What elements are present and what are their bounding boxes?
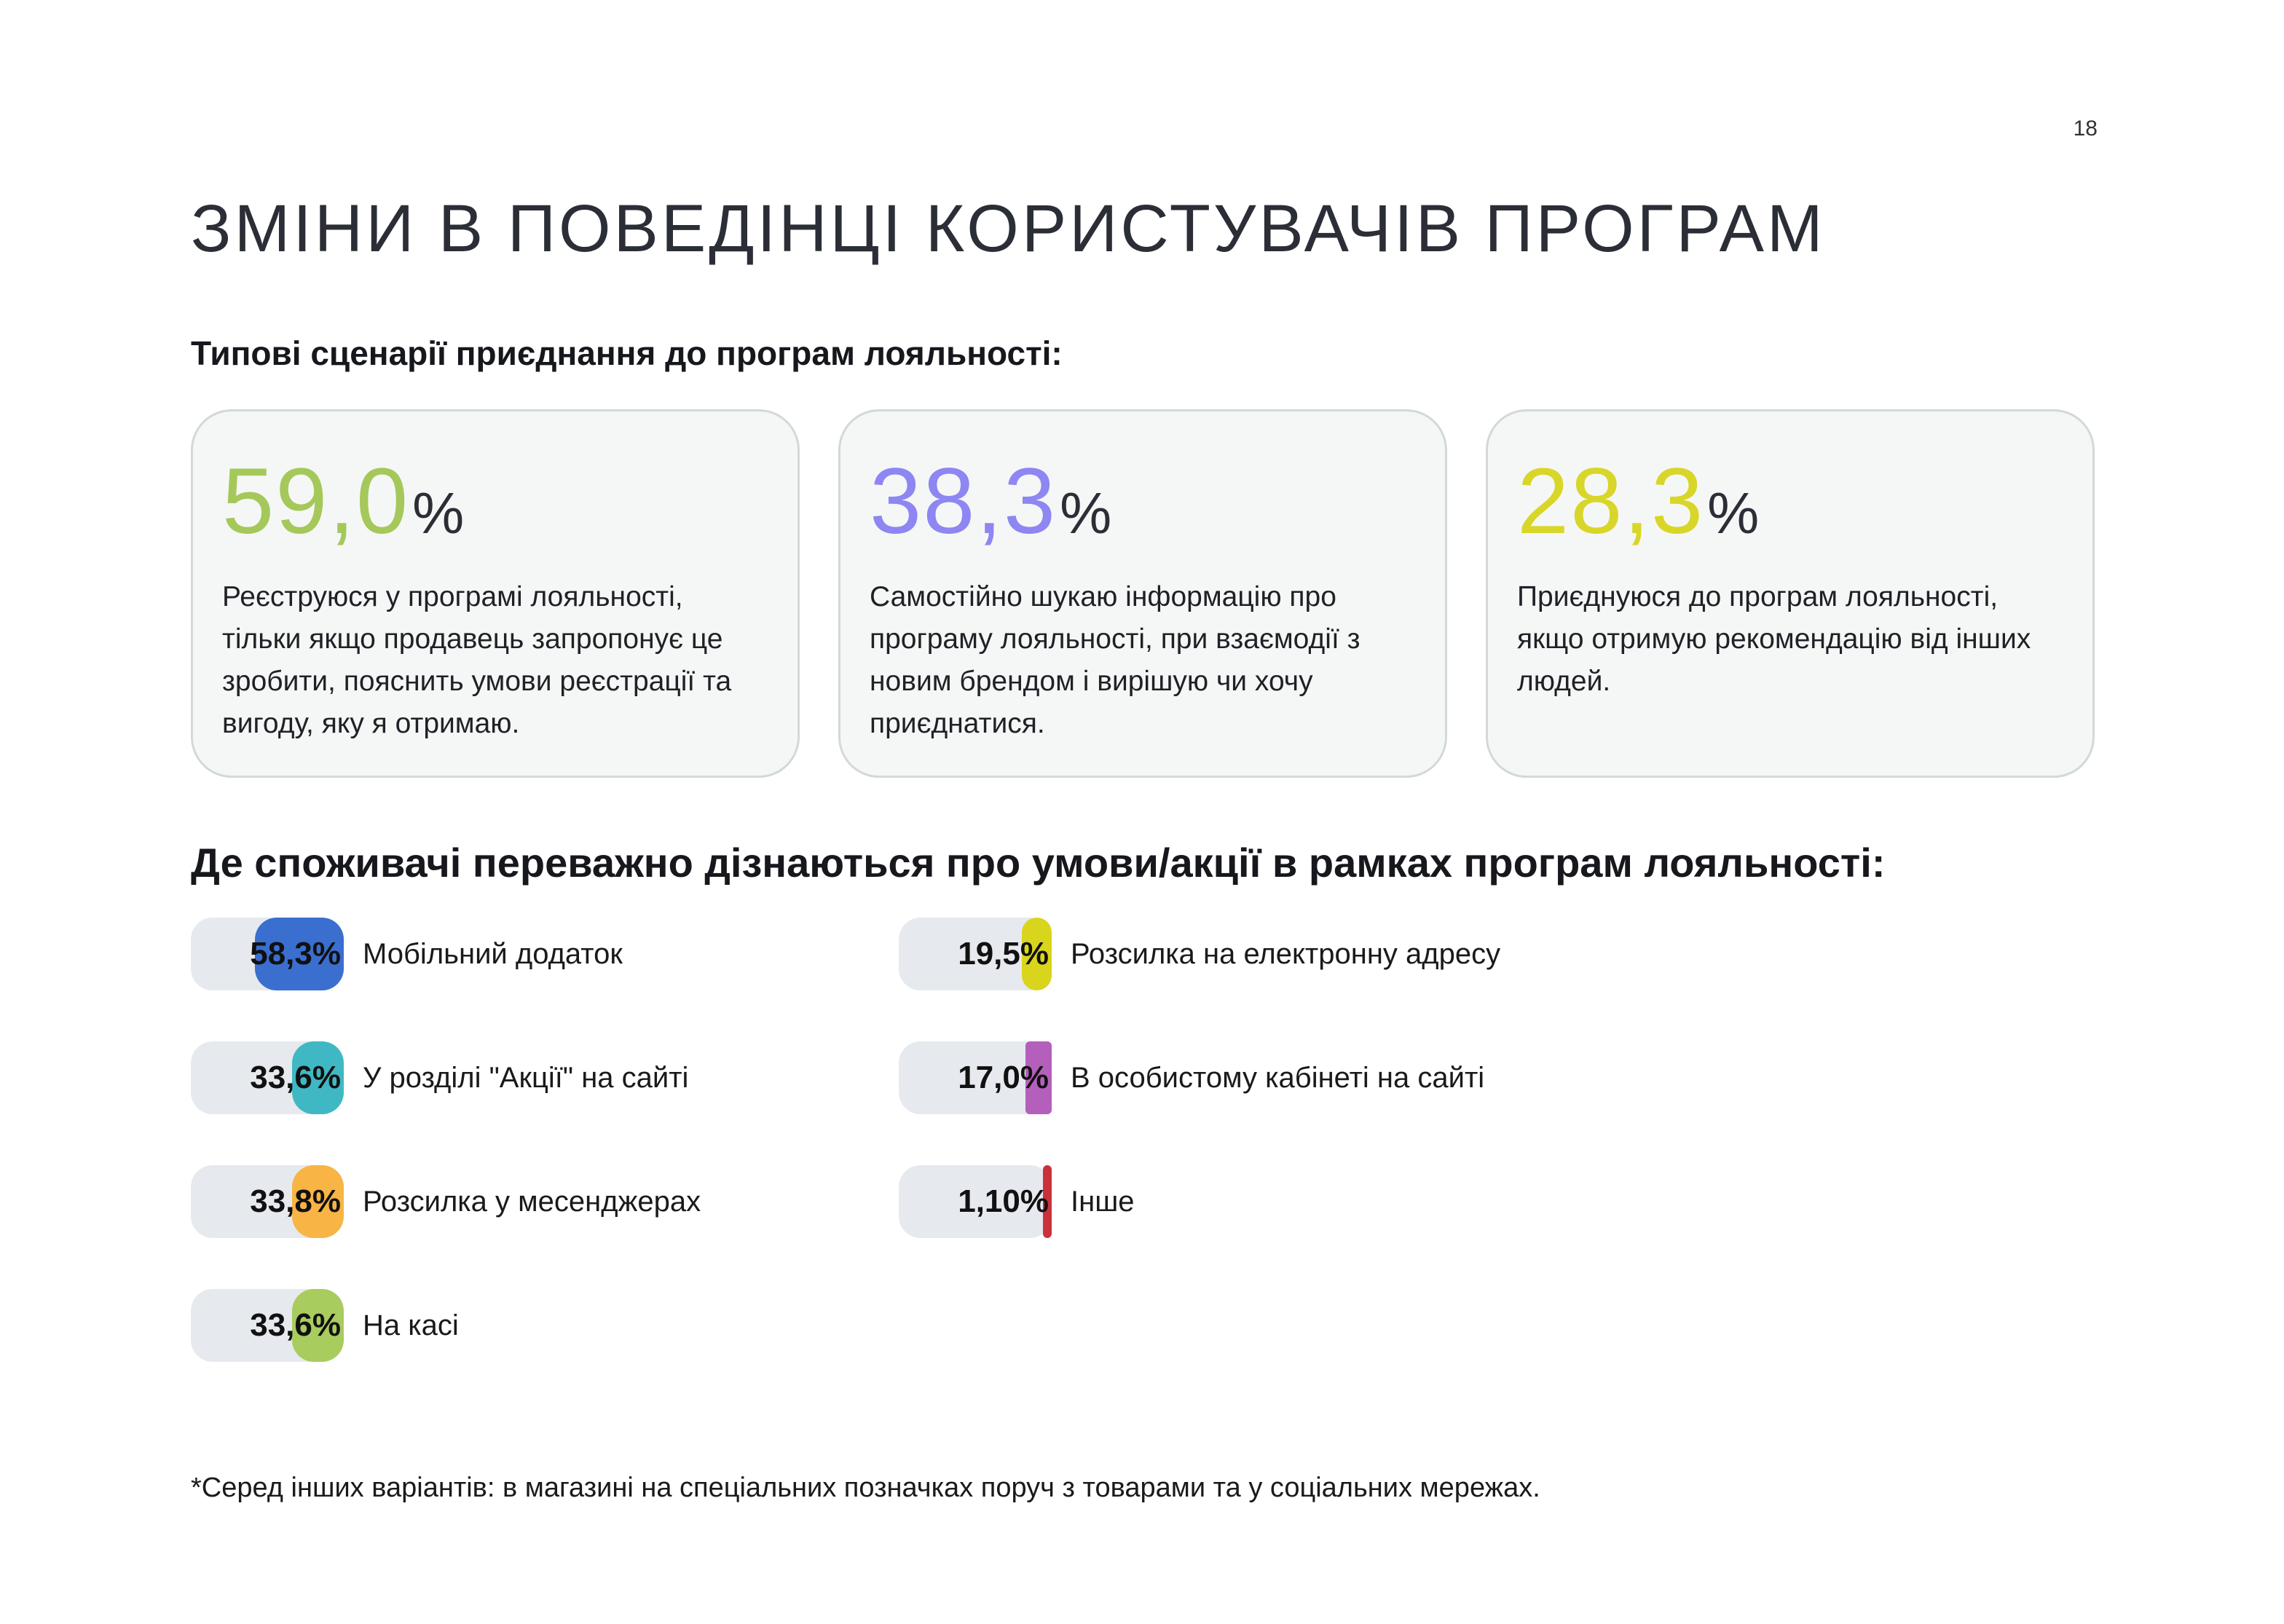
channel-row: 1,10% Інше (899, 1165, 1135, 1238)
scenario-card: 38,3 % Самостійно шукаю інформацію про п… (838, 409, 1447, 778)
bar-value: 33,6% (250, 1307, 341, 1343)
page-title: ЗМІНИ В ПОВЕДІНЦІ КОРИСТУВАЧІВ ПРОГРАМ (191, 192, 1826, 266)
stat-unit: % (1060, 481, 1112, 545)
channel-row: 33,6% У розділі "Акції" на сайті (191, 1041, 688, 1114)
stat-unit: % (1707, 481, 1760, 545)
bar-track: 33,8% (191, 1165, 344, 1238)
bar-fill (292, 1165, 344, 1238)
stat-line: 28,3 % (1517, 455, 2063, 557)
stat-unit: % (412, 481, 465, 545)
channel-row: 33,8% Розсилка у месенджерах (191, 1165, 701, 1238)
bar-track: 17,0% (899, 1041, 1052, 1114)
channel-label: На касі (363, 1309, 459, 1341)
bar-value: 19,5% (958, 936, 1049, 971)
bar-fill (292, 1289, 344, 1362)
scenario-description: Приєднуюся до програм лояльності, якщо о… (1517, 581, 2031, 697)
channel-label: Розсилка на електронну адресу (1071, 937, 1501, 970)
bar-fill (292, 1041, 344, 1114)
channel-label: Інше (1071, 1185, 1135, 1218)
bar-value: 58,3% (250, 936, 341, 971)
channel-label: Розсилка у месенджерах (363, 1185, 701, 1218)
channel-label: В особистому кабінеті на сайті (1071, 1061, 1485, 1094)
channel-bars: 58,3% Мобільний додаток 33,6% У розділі … (191, 918, 2084, 1369)
scenario-card: 28,3 % Приєднуюся до програм лояльності,… (1486, 409, 2095, 778)
stat-line: 38,3 % (870, 455, 1416, 557)
bar-value: 17,0% (958, 1060, 1049, 1095)
bar-value: 1,10% (958, 1183, 1049, 1219)
scenario-description: Самостійно шукаю інформацію про програму… (870, 581, 1360, 739)
page-number: 18 (2073, 117, 2098, 141)
bar-fill (1022, 918, 1052, 990)
scenario-description: Реєструюся у програмі лояльності, тільки… (222, 581, 732, 739)
stat-value: 38,3 (870, 449, 1058, 553)
channel-label: У розділі "Акції" на сайті (363, 1061, 689, 1094)
channel-row: 58,3% Мобільний додаток (191, 918, 623, 990)
footnote: *Серед інших варіантів: в магазині на сп… (191, 1473, 1540, 1503)
bar-value: 33,8% (250, 1183, 341, 1219)
scenario-cards: 59,0 % Реєструюся у програмі лояльності,… (191, 409, 2095, 778)
bar-value: 33,6% (250, 1060, 341, 1095)
bar-track: 19,5% (899, 918, 1052, 990)
stat-value: 59,0 (222, 449, 410, 553)
channel-row: 17,0% В особистому кабінеті на сайті (899, 1041, 1484, 1114)
bar-track: 1,10% (899, 1165, 1052, 1238)
bar-fill (1025, 1041, 1052, 1114)
bar-fill (255, 918, 344, 990)
channels-heading: Де споживачі переважно дізнаються про ум… (191, 840, 1886, 886)
bar-track: 33,6% (191, 1041, 344, 1114)
bar-fill (1043, 1165, 1052, 1238)
bar-track: 33,6% (191, 1289, 344, 1362)
stat-line: 59,0 % (222, 455, 768, 557)
channel-row: 33,6% На касі (191, 1289, 459, 1362)
channel-label: Мобільний додаток (363, 937, 623, 970)
scenarios-heading: Типові сценарії приєднання до програм ло… (191, 334, 1063, 372)
scenario-card: 59,0 % Реєструюся у програмі лояльності,… (191, 409, 800, 778)
stat-value: 28,3 (1517, 449, 1705, 553)
bar-track: 58,3% (191, 918, 344, 990)
channel-row: 19,5% Розсилка на електронну адресу (899, 918, 1500, 990)
